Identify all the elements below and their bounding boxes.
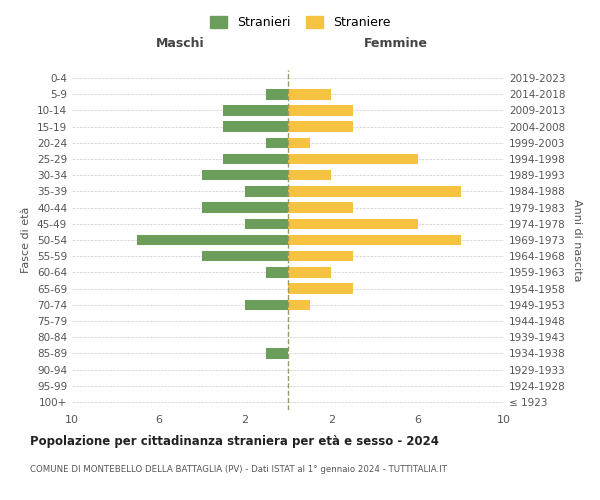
Bar <box>137 234 288 246</box>
Bar <box>288 154 418 164</box>
Text: Femmine: Femmine <box>364 37 428 50</box>
Bar <box>288 202 353 213</box>
Bar <box>266 348 288 358</box>
Bar <box>288 170 331 180</box>
Bar <box>245 300 288 310</box>
Bar <box>288 251 353 262</box>
Bar <box>266 138 288 148</box>
Bar <box>266 89 288 100</box>
Legend: Stranieri, Straniere: Stranieri, Straniere <box>205 11 395 34</box>
Bar <box>288 218 418 229</box>
Bar <box>202 251 288 262</box>
Y-axis label: Anni di nascita: Anni di nascita <box>572 198 582 281</box>
Bar <box>223 105 288 116</box>
Bar <box>288 234 461 246</box>
Bar <box>223 122 288 132</box>
Bar <box>288 267 331 278</box>
Bar <box>245 186 288 196</box>
Bar <box>288 89 331 100</box>
Bar <box>288 138 310 148</box>
Bar <box>288 186 461 196</box>
Text: COMUNE DI MONTEBELLO DELLA BATTAGLIA (PV) - Dati ISTAT al 1° gennaio 2024 - TUTT: COMUNE DI MONTEBELLO DELLA BATTAGLIA (PV… <box>30 465 447 474</box>
Bar <box>202 202 288 213</box>
Text: Maschi: Maschi <box>155 37 205 50</box>
Bar <box>266 267 288 278</box>
Bar <box>288 284 353 294</box>
Text: Popolazione per cittadinanza straniera per età e sesso - 2024: Popolazione per cittadinanza straniera p… <box>30 435 439 448</box>
Bar <box>288 300 310 310</box>
Bar <box>202 170 288 180</box>
Y-axis label: Fasce di età: Fasce di età <box>22 207 31 273</box>
Bar <box>288 122 353 132</box>
Bar <box>245 218 288 229</box>
Bar <box>223 154 288 164</box>
Bar <box>288 105 353 116</box>
